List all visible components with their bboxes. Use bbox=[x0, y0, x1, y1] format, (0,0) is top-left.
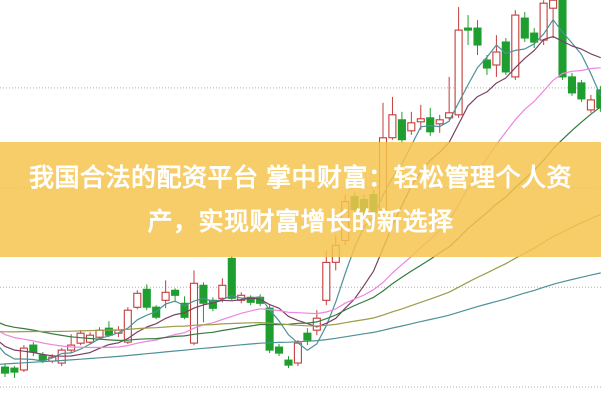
promo-banner: 我国合法的配资平台 掌中财富：轻松管理个人资 产，实现财富增长的新选择 bbox=[0, 142, 601, 257]
ma-line-ma10 bbox=[0, 36, 601, 357]
promo-banner-line-2: 产，实现财富增长的新选择 bbox=[147, 207, 454, 236]
candles bbox=[0, 0, 601, 378]
ma-line-ma120 bbox=[0, 272, 601, 365]
ma-line-ma20 bbox=[0, 67, 601, 349]
promo-banner-line-1: 我国合法的配资平台 掌中财富：轻松管理个人资 bbox=[29, 163, 572, 192]
ma-line-ma5 bbox=[0, 19, 601, 362]
ma-line-ma60 bbox=[0, 214, 601, 333]
